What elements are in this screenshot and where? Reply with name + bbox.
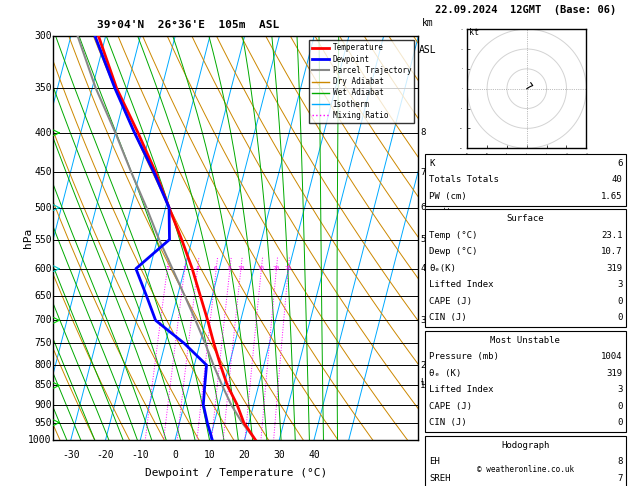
- Text: hPa: hPa: [23, 228, 33, 248]
- Text: CIN (J): CIN (J): [429, 418, 467, 427]
- Text: LCL: LCL: [420, 378, 435, 387]
- Text: Surface: Surface: [506, 214, 544, 223]
- Text: 4: 4: [420, 264, 425, 273]
- Text: 4: 4: [196, 266, 199, 272]
- Text: CAPE (J): CAPE (J): [429, 296, 472, 306]
- Text: θₑ(K): θₑ(K): [429, 263, 456, 273]
- Text: 10: 10: [237, 266, 245, 272]
- Text: 10: 10: [204, 450, 216, 460]
- Legend: Temperature, Dewpoint, Parcel Trajectory, Dry Adiabat, Wet Adiabat, Isotherm, Mi: Temperature, Dewpoint, Parcel Trajectory…: [309, 40, 415, 123]
- Text: Dewpoint / Temperature (°C): Dewpoint / Temperature (°C): [145, 468, 327, 478]
- Text: 6: 6: [214, 266, 218, 272]
- Text: 3: 3: [617, 385, 623, 394]
- Text: 550: 550: [34, 235, 52, 244]
- Text: 23.1: 23.1: [601, 230, 623, 240]
- Text: 22.09.2024  12GMT  (Base: 06): 22.09.2024 12GMT (Base: 06): [435, 4, 616, 15]
- Text: 700: 700: [34, 315, 52, 325]
- Text: 39°04'N  26°36'E  105m  ASL: 39°04'N 26°36'E 105m ASL: [97, 20, 279, 31]
- Text: 0: 0: [172, 450, 178, 460]
- Text: Lifted Index: Lifted Index: [429, 280, 494, 289]
- Text: 1004: 1004: [601, 352, 623, 361]
- Text: 20: 20: [238, 450, 250, 460]
- Text: 30: 30: [274, 450, 285, 460]
- Text: CIN (J): CIN (J): [429, 313, 467, 322]
- Text: 900: 900: [34, 399, 52, 410]
- Text: Mixing Ratio (g/kg): Mixing Ratio (g/kg): [441, 191, 450, 286]
- Text: © weatheronline.co.uk: © weatheronline.co.uk: [477, 465, 574, 474]
- Text: 40: 40: [308, 450, 320, 460]
- Text: 6: 6: [617, 158, 623, 168]
- Text: 350: 350: [34, 83, 52, 93]
- Text: 2: 2: [420, 361, 425, 369]
- Text: Most Unstable: Most Unstable: [490, 335, 560, 345]
- Text: 400: 400: [34, 128, 52, 138]
- Text: 8: 8: [617, 457, 623, 466]
- Text: -20: -20: [97, 450, 114, 460]
- Text: -30: -30: [62, 450, 80, 460]
- Text: 0: 0: [617, 313, 623, 322]
- Text: Pressure (mb): Pressure (mb): [429, 352, 499, 361]
- Text: Temp (°C): Temp (°C): [429, 230, 477, 240]
- Text: Hodograph: Hodograph: [501, 440, 549, 450]
- Text: Totals Totals: Totals Totals: [429, 175, 499, 184]
- Text: 8: 8: [420, 128, 425, 138]
- Text: Dewp (°C): Dewp (°C): [429, 247, 477, 256]
- Text: 3: 3: [420, 316, 425, 325]
- Text: EH: EH: [429, 457, 440, 466]
- Text: 7: 7: [617, 473, 623, 483]
- Text: 1.65: 1.65: [601, 191, 623, 201]
- Text: 319: 319: [606, 368, 623, 378]
- Text: 5: 5: [420, 235, 425, 244]
- Text: 450: 450: [34, 167, 52, 177]
- Text: Lifted Index: Lifted Index: [429, 385, 494, 394]
- Text: 3: 3: [182, 266, 186, 272]
- Text: 950: 950: [34, 417, 52, 428]
- Text: -10: -10: [131, 450, 149, 460]
- Text: 319: 319: [606, 263, 623, 273]
- Text: 3: 3: [617, 280, 623, 289]
- Text: kt: kt: [469, 28, 479, 37]
- Text: 0: 0: [617, 401, 623, 411]
- Text: 8: 8: [228, 266, 231, 272]
- Text: 6: 6: [420, 203, 425, 212]
- Text: 1: 1: [420, 381, 425, 390]
- Text: SREH: SREH: [429, 473, 450, 483]
- Text: 600: 600: [34, 264, 52, 274]
- Text: θₑ (K): θₑ (K): [429, 368, 461, 378]
- Text: 300: 300: [34, 32, 52, 41]
- Text: 1000: 1000: [28, 435, 52, 445]
- Text: ASL: ASL: [418, 45, 437, 54]
- Text: 7: 7: [420, 168, 425, 177]
- Text: 20: 20: [272, 266, 280, 272]
- Text: 750: 750: [34, 338, 52, 348]
- Text: 0: 0: [617, 418, 623, 427]
- Text: 10.7: 10.7: [601, 247, 623, 256]
- Text: 650: 650: [34, 291, 52, 300]
- Text: 0: 0: [617, 296, 623, 306]
- Text: PW (cm): PW (cm): [429, 191, 467, 201]
- Text: 850: 850: [34, 381, 52, 390]
- Text: km: km: [421, 18, 433, 28]
- Text: 15: 15: [257, 266, 265, 272]
- Text: 40: 40: [612, 175, 623, 184]
- Text: K: K: [429, 158, 435, 168]
- Text: CAPE (J): CAPE (J): [429, 401, 472, 411]
- Text: 2: 2: [165, 266, 169, 272]
- Text: 500: 500: [34, 203, 52, 212]
- Text: 25: 25: [284, 266, 292, 272]
- Text: 800: 800: [34, 360, 52, 370]
